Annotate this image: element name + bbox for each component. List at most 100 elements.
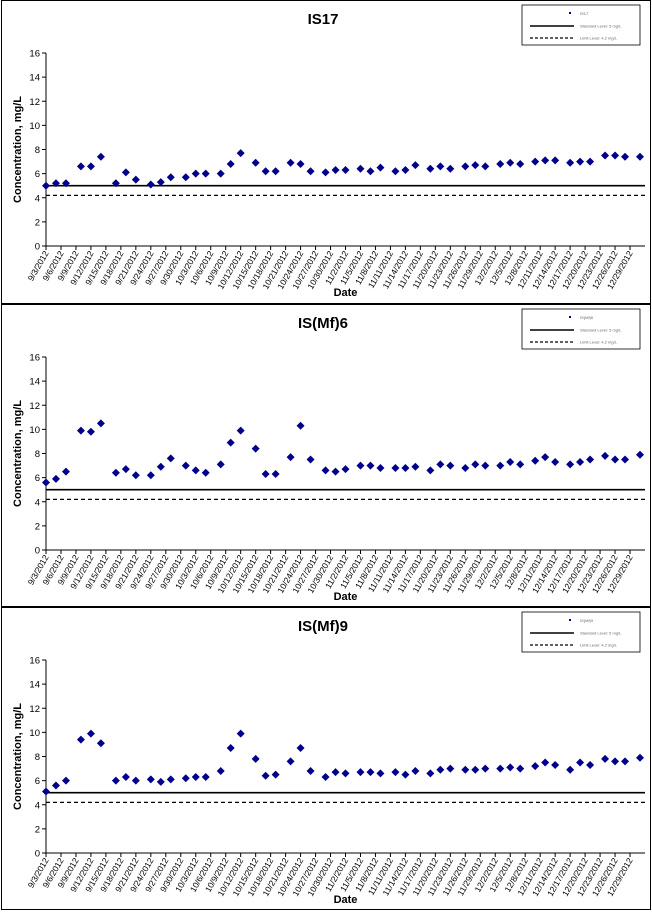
data-point bbox=[506, 457, 515, 466]
data-point bbox=[426, 466, 435, 475]
data-point bbox=[531, 762, 540, 771]
y-tick-label: 12 bbox=[29, 97, 40, 108]
data-point bbox=[146, 180, 155, 189]
data-point bbox=[446, 764, 455, 773]
data-point bbox=[76, 162, 85, 171]
data-point bbox=[366, 461, 375, 470]
y-axis-label: Concentration, mg/L bbox=[12, 96, 24, 203]
data-point bbox=[601, 151, 610, 160]
data-point bbox=[331, 768, 340, 777]
data-point bbox=[156, 462, 165, 471]
data-point bbox=[296, 421, 305, 430]
data-point bbox=[411, 766, 420, 775]
data-point bbox=[566, 765, 575, 774]
data-point bbox=[516, 460, 525, 469]
data-point bbox=[286, 158, 295, 167]
y-tick-label: 2 bbox=[35, 824, 40, 835]
legend-label: Standard Level: 5 mg/L bbox=[580, 24, 622, 29]
data-point bbox=[541, 758, 550, 767]
data-point bbox=[376, 769, 385, 778]
y-tick-label: 10 bbox=[29, 728, 40, 739]
data-point bbox=[611, 757, 620, 766]
data-point bbox=[391, 768, 400, 777]
data-point bbox=[506, 763, 515, 772]
data-point bbox=[201, 773, 210, 782]
legend-label: IS(Mf)9 bbox=[580, 618, 594, 623]
data-point bbox=[461, 162, 470, 171]
data-point bbox=[331, 166, 340, 175]
data-point bbox=[481, 764, 490, 773]
data-point bbox=[121, 773, 130, 782]
data-point bbox=[42, 478, 50, 487]
data-point bbox=[271, 470, 280, 479]
y-tick-label: 10 bbox=[29, 425, 40, 436]
chart-panel-ismf6: IS(Mf)6 0 2 4 6 8 10 12 14 16 9/3/2012 9/6/2012 9/9/… bbox=[1, 304, 651, 607]
data-point bbox=[611, 455, 620, 464]
y-tick-label: 2 bbox=[35, 217, 40, 228]
data-point bbox=[42, 787, 50, 796]
y-tick-label: 8 bbox=[35, 752, 40, 763]
data-point bbox=[111, 179, 120, 188]
data-point bbox=[321, 168, 330, 177]
data-point bbox=[61, 179, 70, 188]
data-point bbox=[226, 159, 235, 168]
data-point bbox=[76, 426, 85, 435]
legend-label: IS(Mf)6 bbox=[580, 315, 594, 320]
data-point bbox=[131, 175, 140, 184]
data-point bbox=[166, 173, 175, 182]
data-point bbox=[306, 455, 315, 464]
data-point bbox=[391, 463, 400, 472]
chart-panel-is17: IS17 0 2 4 6 8 10 12 14 16 9/3/2012 9/6/2012 9/9/201… bbox=[1, 0, 651, 304]
data-point bbox=[531, 456, 540, 465]
x-axis-label: Date bbox=[334, 591, 358, 603]
data-point bbox=[611, 151, 620, 160]
data-point bbox=[516, 159, 525, 168]
data-point bbox=[271, 770, 280, 779]
data-point bbox=[296, 159, 305, 168]
y-tick-label: 6 bbox=[35, 169, 40, 180]
data-point bbox=[61, 776, 70, 785]
data-point bbox=[471, 765, 480, 774]
data-point bbox=[131, 471, 140, 480]
data-point bbox=[341, 465, 350, 474]
data-point bbox=[146, 471, 155, 480]
data-point bbox=[236, 729, 245, 738]
data-point bbox=[86, 729, 95, 738]
data-point bbox=[481, 461, 490, 470]
data-point bbox=[636, 753, 645, 762]
data-point bbox=[286, 453, 295, 462]
data-point bbox=[251, 754, 260, 763]
data-point bbox=[621, 455, 630, 464]
data-point bbox=[251, 158, 260, 167]
data-point bbox=[181, 774, 190, 783]
y-tick-label: 14 bbox=[29, 377, 40, 388]
data-point bbox=[446, 461, 455, 470]
data-point bbox=[531, 157, 540, 166]
y-axis-label: Concentration, mg/L bbox=[12, 400, 24, 507]
y-axis-label: Concentration, mg/L bbox=[12, 703, 24, 810]
legend-label: Limit Level: 4.2 mg/L bbox=[580, 340, 618, 345]
data-point bbox=[636, 450, 645, 459]
y-tick-label: 16 bbox=[29, 656, 40, 667]
data-point bbox=[551, 457, 560, 466]
data-point bbox=[201, 468, 210, 477]
data-point bbox=[226, 744, 235, 753]
data-point bbox=[401, 770, 410, 779]
data-point bbox=[496, 159, 505, 168]
data-point bbox=[376, 163, 385, 172]
data-point bbox=[236, 426, 245, 435]
legend-label: IS17 bbox=[580, 11, 589, 16]
chart-svg: IS1702468101214169/3/20129/6/20129/9/201… bbox=[12, 4, 645, 299]
data-point bbox=[401, 463, 410, 472]
data-point bbox=[191, 773, 200, 782]
data-point bbox=[471, 460, 480, 469]
data-point bbox=[166, 775, 175, 784]
data-point bbox=[86, 427, 95, 436]
data-point bbox=[191, 466, 200, 475]
data-point bbox=[461, 463, 470, 472]
data-point bbox=[86, 162, 95, 171]
data-point bbox=[376, 463, 385, 472]
data-point bbox=[576, 758, 585, 767]
data-point bbox=[426, 164, 435, 173]
